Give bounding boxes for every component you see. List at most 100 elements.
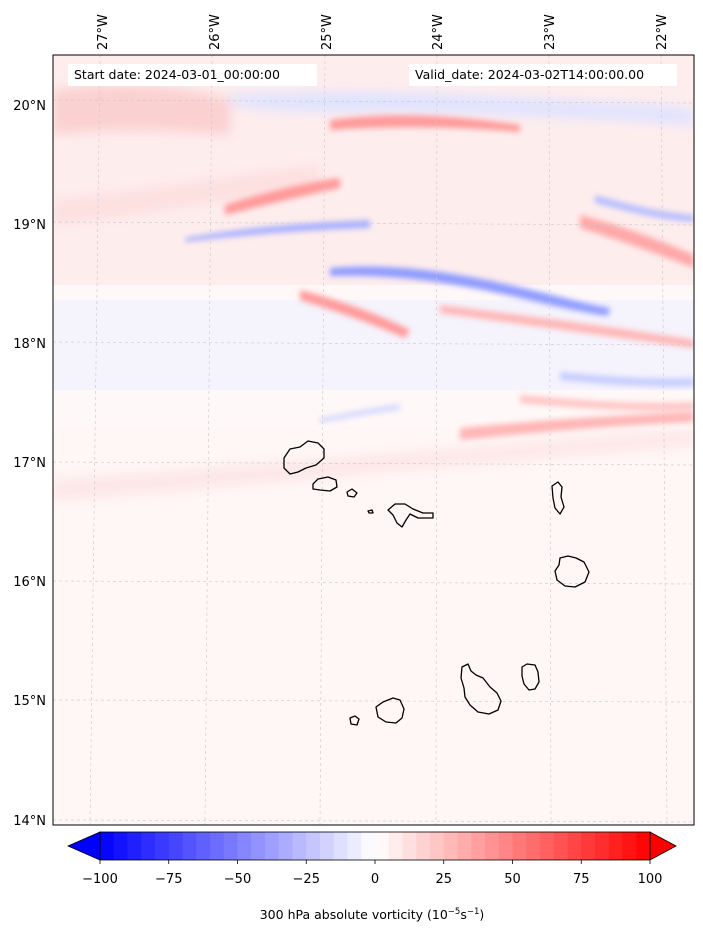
- island-maio: [521, 663, 540, 691]
- lat-label: 20°N: [13, 99, 46, 114]
- island-branco: [367, 509, 374, 514]
- streak-red-6: [460, 412, 694, 440]
- cbar-tick-label: 75: [573, 872, 590, 887]
- colorbar-cell: [347, 832, 362, 860]
- colorbar-cell: [540, 832, 555, 860]
- colorbar-cell: [292, 832, 307, 860]
- field-north-blue: [230, 92, 694, 125]
- field-nw-pink: [53, 84, 230, 135]
- streak-red-3: [300, 290, 410, 338]
- colorbar-extend-right: [649, 831, 677, 861]
- gridlines: [53, 55, 694, 825]
- streak-blue-5: [320, 404, 400, 423]
- colorbar-cell: [251, 832, 266, 860]
- field-mid-pink: [53, 165, 320, 225]
- start-date-text: Start date: 2024-03-01_00:00:00: [74, 67, 280, 82]
- field-south-pink-band: [53, 430, 694, 500]
- cbar-tick-label: −25: [293, 872, 320, 887]
- colorbar-cell: [196, 832, 211, 860]
- lat-label: 15°N: [13, 694, 46, 709]
- colorbar-cell: [127, 832, 142, 860]
- colorbar-cell: [608, 832, 623, 860]
- colorbar-cell: [100, 832, 115, 860]
- colorbar-cell: [471, 832, 486, 860]
- coastlines: [283, 440, 590, 726]
- colorbar-cell: [155, 832, 170, 860]
- map-panel: Start date: 2024-03-01_00:00:00 Valid_da…: [52, 54, 695, 826]
- lat-label: 17°N: [13, 456, 46, 471]
- lat-label: 16°N: [13, 575, 46, 590]
- streak-blue-2: [330, 266, 610, 316]
- colorbar-cell: [223, 832, 238, 860]
- colorbar-cell: [361, 832, 376, 860]
- colorbar-ticks: [99, 860, 651, 864]
- island-fogo: [375, 697, 405, 724]
- map-frame: [52, 54, 695, 826]
- colorbar-cell: [168, 832, 183, 860]
- lat-label: 14°N: [13, 814, 46, 829]
- cbar-tick-label: 100: [638, 872, 663, 887]
- island-sal: [551, 481, 565, 515]
- vorticity-field: [53, 55, 694, 825]
- colorbar-cell: [333, 832, 348, 860]
- lat-label: 19°N: [13, 218, 46, 233]
- colorbar-cell: [636, 832, 651, 860]
- cbar-tick-label: 50: [504, 872, 521, 887]
- colorbar-cell: [457, 832, 472, 860]
- island-sao-nicolau: [387, 503, 434, 528]
- streak-blue-4: [560, 372, 694, 387]
- valid-date-box: [409, 64, 677, 86]
- lon-label: 23°W: [543, 14, 558, 50]
- colorbar-cell: [553, 832, 568, 860]
- lon-label: 26°W: [208, 14, 223, 50]
- colorbar-cell: [430, 832, 445, 860]
- colorbar-cell: [443, 832, 458, 860]
- colorbar-cell: [498, 832, 513, 860]
- island-brava: [349, 715, 360, 726]
- streak-red-4: [580, 215, 694, 268]
- colorbar: −100 −75 −50 −25 0 25 50 75 100 300 hPa …: [67, 831, 677, 922]
- colorbar-cell: [182, 832, 197, 860]
- colorbar-cell: [567, 832, 582, 860]
- streak-red-7: [520, 395, 694, 411]
- colorbar-cell: [306, 832, 321, 860]
- start-date-box: [68, 64, 317, 86]
- colorbar-tick-labels: −100 −75 −50 −25 0 25 50 75 100: [82, 872, 662, 887]
- colorbar-cell: [237, 832, 252, 860]
- colorbar-cell: [388, 832, 403, 860]
- colorbar-cell: [210, 832, 225, 860]
- colorbar-cell: [375, 832, 390, 860]
- lon-label: 25°W: [320, 14, 335, 50]
- colorbar-cell: [526, 832, 541, 860]
- streak-red-5: [440, 305, 694, 348]
- lat-label: 18°N: [13, 337, 46, 352]
- lon-label: 24°W: [431, 14, 446, 50]
- cbar-tick-label: 25: [435, 872, 452, 887]
- valid-date-text: Valid_date: 2024-03-02T14:00:00.00: [415, 67, 644, 82]
- colorbar-cell: [320, 832, 335, 860]
- colorbar-cell: [402, 832, 417, 860]
- colorbar-cell: [622, 832, 637, 860]
- colorbar-label: 300 hPa absolute vorticity (10−5s−1): [260, 907, 485, 922]
- latitude-labels: 20°N 19°N 18°N 17°N 16°N 15°N 14°N: [13, 99, 46, 829]
- cbar-tick-label: −50: [224, 872, 251, 887]
- colorbar-cell: [416, 832, 431, 860]
- lon-label: 27°W: [96, 14, 111, 50]
- colorbar-cell: [113, 832, 128, 860]
- streak-red-2: [225, 178, 340, 215]
- colorbar-cell: [278, 832, 293, 860]
- colorbar-cell: [581, 832, 596, 860]
- field-south-pale: [53, 430, 694, 825]
- colorbar-cell: [265, 832, 280, 860]
- colorbar-extend-left: [67, 831, 101, 861]
- colorbar-cells: [100, 832, 651, 860]
- island-santiago: [460, 663, 502, 715]
- longitude-labels: 27°W 26°W 25°W 24°W 23°W 22°W: [96, 14, 670, 50]
- island-santo-antao: [283, 440, 325, 475]
- streak-blue-3: [595, 195, 694, 222]
- island-boa-vista: [554, 555, 590, 588]
- colorbar-cell: [595, 832, 610, 860]
- colorbar-cell: [485, 832, 500, 860]
- lon-label: 22°W: [655, 14, 670, 50]
- cbar-tick-label: −75: [155, 872, 182, 887]
